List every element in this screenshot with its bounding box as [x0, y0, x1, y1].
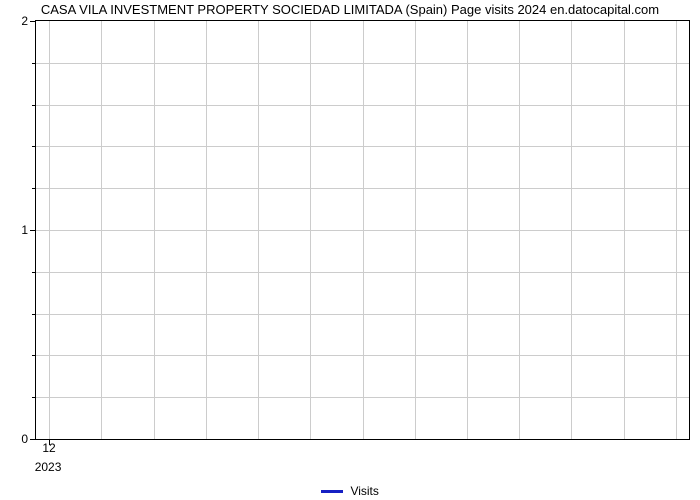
gridline-v: [571, 21, 572, 439]
chart-title: CASA VILA INVESTMENT PROPERTY SOCIEDAD L…: [0, 2, 700, 17]
gridline-v: [310, 21, 311, 439]
ytick-minor: [32, 397, 36, 398]
plot-area: 01212: [35, 20, 690, 440]
ytick-label: 1: [21, 223, 28, 237]
ytick: [30, 230, 36, 231]
ytick: [30, 21, 36, 22]
ytick-label: 0: [21, 432, 28, 446]
gridline-v: [49, 21, 50, 439]
ytick-minor: [32, 314, 36, 315]
ytick: [30, 439, 36, 440]
ytick-minor: [32, 146, 36, 147]
gridline-v: [206, 21, 207, 439]
legend-label-visits: Visits: [350, 484, 378, 498]
gridline-v: [519, 21, 520, 439]
ytick-minor: [32, 272, 36, 273]
x-year-label: 2023: [35, 460, 62, 474]
ytick-label: 2: [21, 14, 28, 28]
chart-root: CASA VILA INVESTMENT PROPERTY SOCIEDAD L…: [0, 0, 700, 500]
legend: Visits: [0, 483, 700, 498]
legend-swatch-visits: [321, 490, 343, 493]
ytick-minor: [32, 105, 36, 106]
gridline-v: [258, 21, 259, 439]
ytick-minor: [32, 188, 36, 189]
ytick-minor: [32, 63, 36, 64]
ytick-minor: [32, 355, 36, 356]
gridline-v: [676, 21, 677, 439]
gridline-v: [624, 21, 625, 439]
gridline-v: [101, 21, 102, 439]
gridline-v: [154, 21, 155, 439]
xtick-label: 12: [42, 441, 55, 455]
gridline-v: [467, 21, 468, 439]
gridline-v: [415, 21, 416, 439]
gridline-v: [363, 21, 364, 439]
